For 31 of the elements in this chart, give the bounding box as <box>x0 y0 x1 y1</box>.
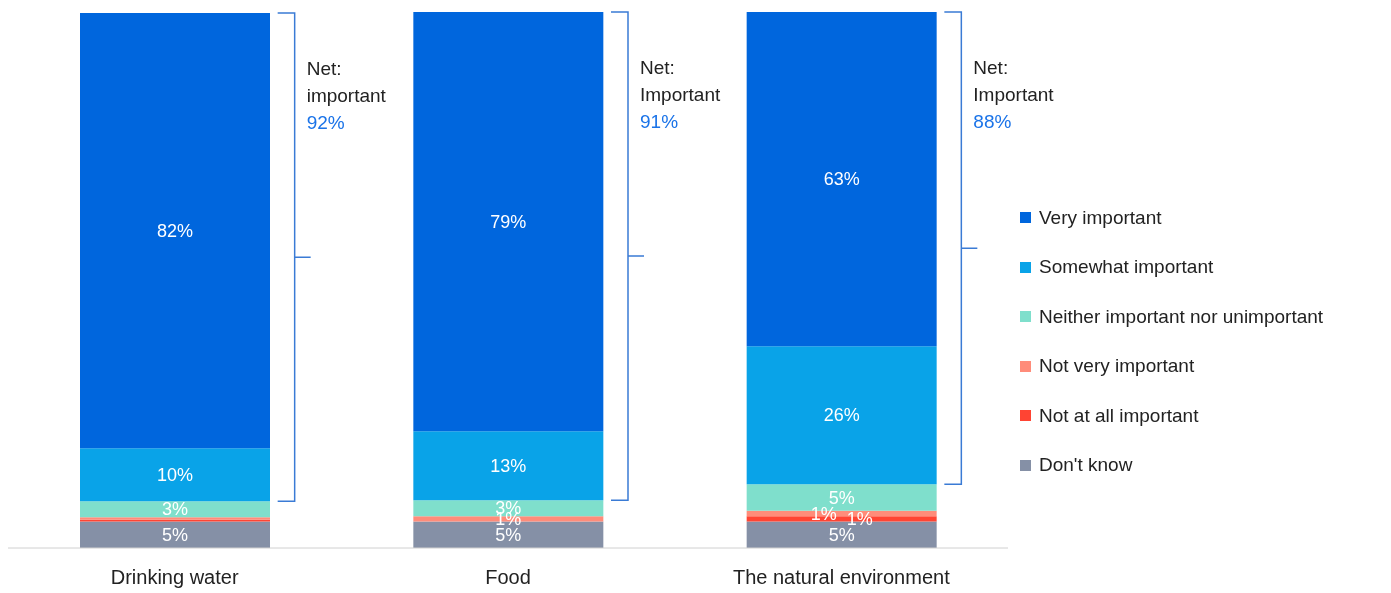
data-label: 5% <box>828 487 855 508</box>
bar <box>746 346 937 485</box>
annotation: Net: Important 88% <box>973 57 1055 132</box>
x-tick-label: Drinking water <box>110 566 239 589</box>
annotation: Net: Important 91% <box>640 57 721 132</box>
annotation: Net: important 92% <box>306 58 387 134</box>
legend-label: Somewhat important <box>1039 256 1214 279</box>
x-tick-label: Food <box>485 566 531 589</box>
data-label: 63% <box>823 169 860 190</box>
bar <box>80 501 270 518</box>
legend-label: Very important <box>1039 206 1162 229</box>
bar <box>80 521 270 548</box>
data-label: 79% <box>490 211 527 232</box>
data-label: 13% <box>490 455 527 476</box>
data-label: 5% <box>495 524 522 545</box>
data-label: 10% <box>156 464 194 485</box>
bar <box>80 448 270 502</box>
bar <box>413 431 604 501</box>
data-label: 3% <box>161 499 189 520</box>
legend-label: Don't know <box>1039 454 1133 477</box>
x-tick-label: The natural environment <box>732 566 951 589</box>
bar <box>80 13 270 449</box>
bar <box>746 12 937 347</box>
data-label: 5% <box>161 524 189 545</box>
data-label: 82% <box>156 220 194 241</box>
legend-label: Not very important <box>1039 355 1195 378</box>
legend-label: Not at all important <box>1039 404 1199 427</box>
data-label: 5% <box>828 524 855 545</box>
bar <box>413 12 604 432</box>
data-label: 26% <box>823 405 860 426</box>
legend-label: Neither important nor unimportant <box>1039 305 1324 328</box>
